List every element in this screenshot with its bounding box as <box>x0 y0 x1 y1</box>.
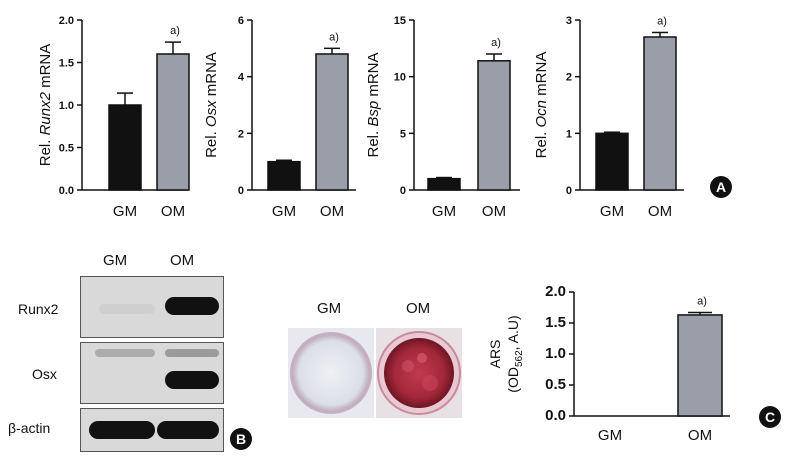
panel-label-b: B <box>230 428 252 450</box>
bar-gm <box>108 104 142 191</box>
y-axis-label: Rel. Ocn mRNA <box>533 52 550 159</box>
x-tick-label: OM <box>688 427 712 444</box>
y-tick-label: 1 <box>566 128 572 140</box>
wb-band <box>157 421 219 439</box>
om-dish-texture <box>422 375 438 391</box>
y-tick-label: 0.0 <box>59 185 74 197</box>
bar-om <box>315 53 349 191</box>
wb-band <box>165 349 219 357</box>
y-tick-label: 0.5 <box>545 376 566 393</box>
runx2-mrna-chart: 0.0 0.5 1.0 1.5 2.0 GM a) OM Rel. Runx2 mRNA <box>37 15 190 220</box>
y-tick-label: 2.0 <box>545 283 566 300</box>
y-tick-label: 0 <box>566 185 572 197</box>
wb-band <box>165 297 219 315</box>
y-tick-label: 1.5 <box>59 58 74 70</box>
bsp-mrna-chart: 0 5 10 15 GM a) OM Rel. Bsp mRNA <box>365 15 520 220</box>
significance-annotation: a) <box>657 15 667 27</box>
x-tick-label: OM <box>648 203 672 220</box>
y-tick-label: 2 <box>238 128 244 140</box>
x-tick-label: OM <box>161 203 185 220</box>
y-tick-label: 0.5 <box>59 143 74 155</box>
y-axis-label: ARS <box>487 340 503 369</box>
osx-mrna-chart: 0 2 4 6 GM a) OM Rel. Osx mRNA <box>203 15 356 220</box>
y-tick-label: 2.0 <box>59 15 74 27</box>
y-axis-label: (OD562, A.U) <box>505 315 525 392</box>
wb-band <box>99 304 155 314</box>
wb-label-osx: Osx <box>32 366 57 382</box>
y-tick-label: 6 <box>238 15 244 27</box>
wb-runx2-blot <box>80 276 224 338</box>
x-tick-label: GM <box>432 203 456 220</box>
y-axis-label: Rel. Runx2 mRNA <box>37 44 54 167</box>
bar-gm <box>427 177 461 191</box>
y-tick-label: 1.0 <box>59 100 74 112</box>
alizarin-red-staining-photo <box>288 328 462 418</box>
y-axis-label: Rel. Bsp mRNA <box>365 52 382 157</box>
bar-om <box>643 36 677 191</box>
ocn-mrna-chart: 0 1 2 3 GM a) OM Rel. Ocn mRNA <box>533 15 684 220</box>
wb-band <box>89 421 155 439</box>
wb-osx-blot <box>80 342 224 404</box>
y-tick-label: 0.0 <box>545 407 566 424</box>
x-tick-label: OM <box>320 203 344 220</box>
y-tick-label: 1.0 <box>545 345 566 362</box>
stain-lane-gm: GM <box>317 300 342 317</box>
gm-dish <box>290 332 372 414</box>
x-tick-label: GM <box>600 203 624 220</box>
x-tick-label: GM <box>272 203 296 220</box>
significance-annotation: a) <box>697 295 707 307</box>
om-dish <box>384 338 454 408</box>
bar-om <box>156 53 190 191</box>
wb-band <box>165 371 219 389</box>
bar-om <box>677 314 723 417</box>
significance-annotation: a) <box>491 37 501 49</box>
panel-label-a: A <box>710 176 732 198</box>
stain-lane-om: OM <box>406 300 431 317</box>
wb-lane-om: OM <box>170 252 195 269</box>
bar-gm <box>267 160 301 191</box>
bar-om <box>477 60 511 191</box>
significance-annotation: a) <box>329 31 339 43</box>
wb-lane-gm: GM <box>103 252 128 269</box>
om-dish-texture <box>417 353 427 363</box>
ars-quantification-chart: 0.0 0.5 1.0 1.5 2.0 GM a) OM ARS(OD562, A.U) <box>487 283 730 444</box>
wb-label-runx2: Runx2 <box>18 301 59 317</box>
x-tick-label: GM <box>598 427 622 444</box>
y-tick-label: 5 <box>400 128 406 140</box>
om-dish-texture <box>402 360 414 372</box>
y-tick-label: 4 <box>238 72 245 84</box>
y-tick-label: 0 <box>400 185 406 197</box>
wb-band <box>95 349 155 357</box>
y-tick-label: 2 <box>566 72 572 84</box>
y-tick-label: 1.5 <box>545 314 566 331</box>
y-tick-label: 0 <box>238 185 244 197</box>
x-tick-label: OM <box>482 203 506 220</box>
wb-label-beta-actin: β-actin <box>8 420 51 436</box>
panel-label-c: C <box>759 406 781 428</box>
y-axis-label: Rel. Osx mRNA <box>203 52 220 158</box>
significance-annotation: a) <box>170 25 180 37</box>
y-tick-label: 10 <box>394 72 406 84</box>
y-tick-label: 15 <box>394 15 406 27</box>
x-tick-label: GM <box>113 203 137 220</box>
bar-gm <box>595 132 629 191</box>
y-tick-label: 3 <box>566 15 572 27</box>
wb-actin-blot <box>80 408 224 452</box>
